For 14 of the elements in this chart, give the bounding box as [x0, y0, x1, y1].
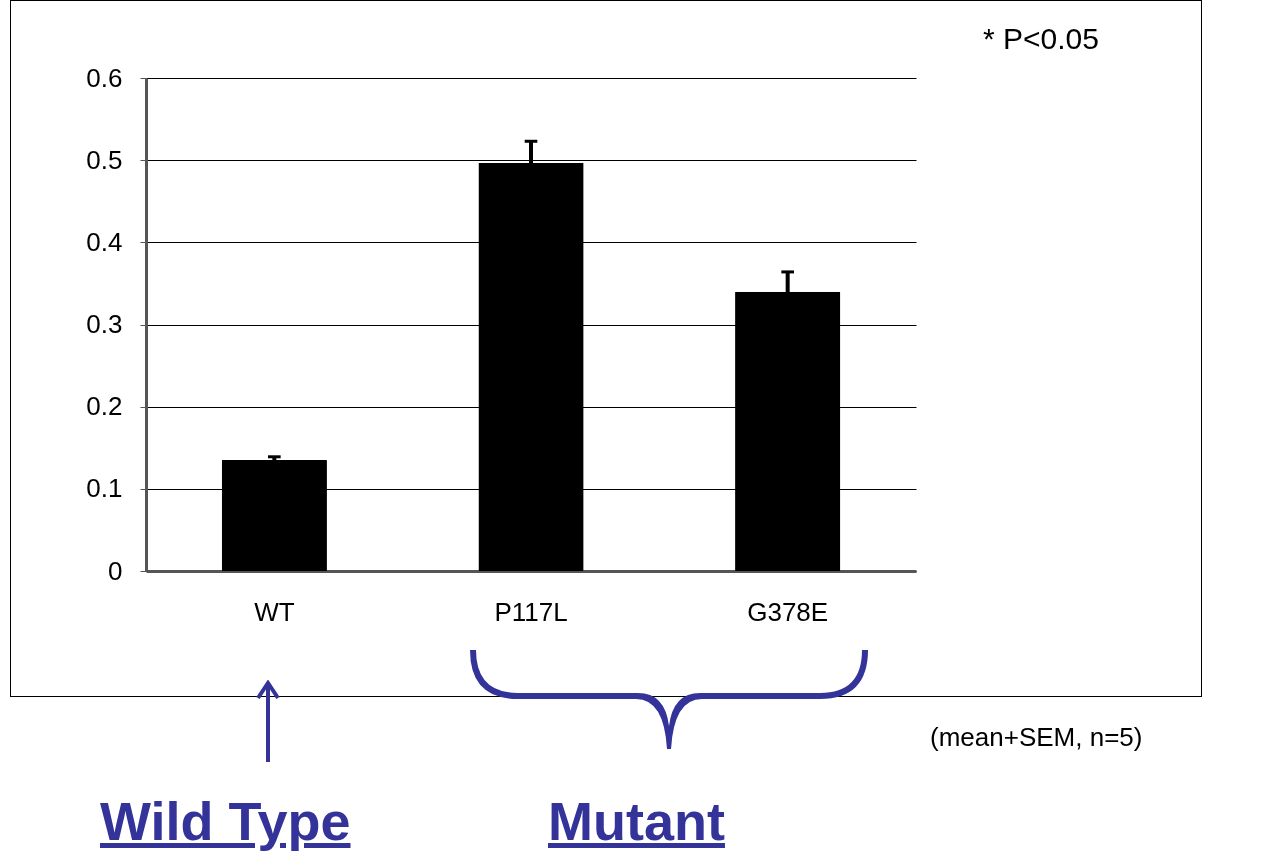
y-tick-label: 0.4 [86, 226, 123, 257]
x-tick-label: WT [254, 596, 295, 627]
y-tick-label: 0.5 [86, 144, 123, 175]
y-tick-label: 0.2 [86, 391, 123, 422]
y-tick-label: 0 [108, 555, 123, 586]
text: * P<0.05 [983, 22, 1099, 56]
y-tick-label: 0.3 [86, 309, 123, 339]
text: (mean+SEM, n=5) [930, 722, 1143, 753]
x-tick-label: P117L [494, 596, 568, 627]
y-tick-label: 0.1 [86, 473, 123, 504]
x-tick-label: G378E [747, 596, 829, 627]
y-tick-label: 0.6 [86, 62, 123, 93]
text: Mutant [548, 790, 725, 852]
text: Wild Type [100, 790, 351, 852]
